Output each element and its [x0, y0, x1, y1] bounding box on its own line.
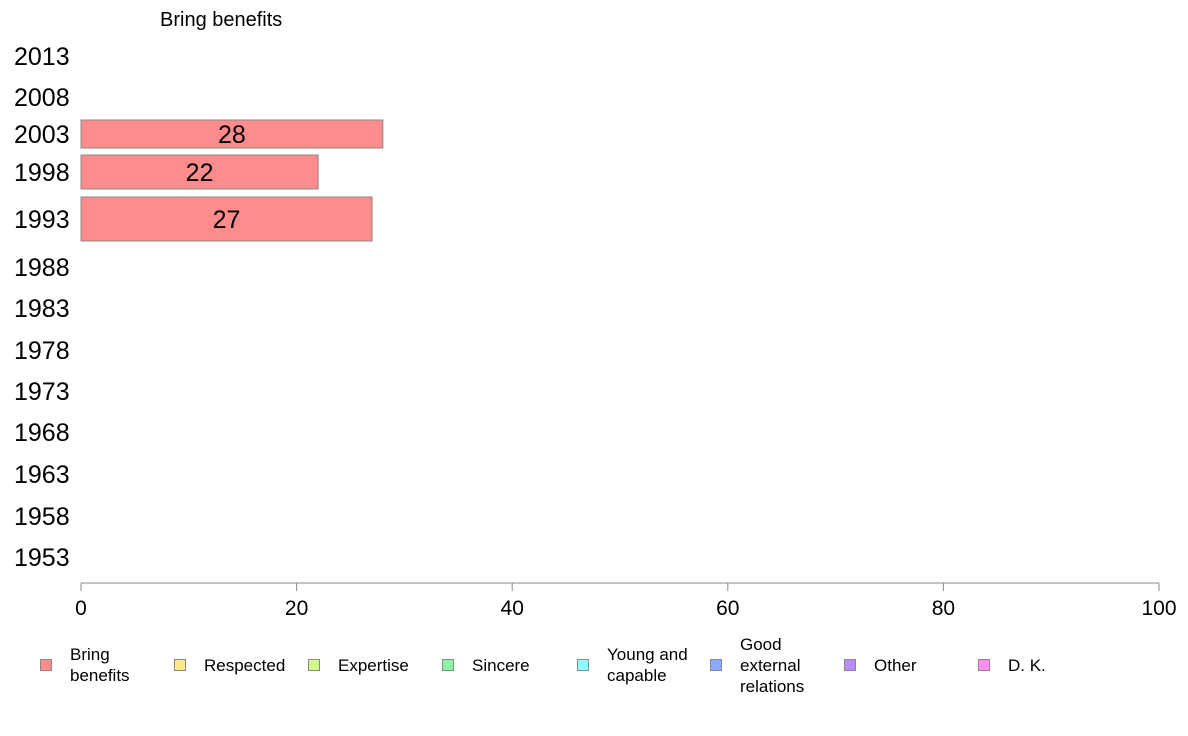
- y-tick-label: 1968: [14, 419, 70, 447]
- legend-swatch: [710, 659, 722, 671]
- legend-swatch: [40, 659, 52, 671]
- legend-label: Respected: [204, 655, 286, 675]
- legend-item: Sincere: [442, 630, 530, 700]
- y-tick-label: 2013: [14, 43, 70, 71]
- legend-label: Other: [874, 655, 917, 675]
- bar-data-label: 27: [213, 206, 241, 234]
- x-tick-label: 40: [501, 597, 524, 620]
- y-tick-label: 2008: [14, 84, 70, 112]
- legend-swatch: [577, 659, 589, 671]
- legend-label: Good external relations: [740, 634, 805, 696]
- legend: Bring benefits Respected Expertise Sincere Y…: [0, 630, 1188, 710]
- x-tick-label: 0: [75, 597, 87, 620]
- bar: [80, 119, 384, 149]
- x-tick-label: 20: [285, 597, 308, 620]
- legend-item: Young and capable: [577, 630, 688, 700]
- legend-label: Expertise: [338, 655, 409, 675]
- y-tick-label: 1993: [14, 206, 70, 234]
- bar-data-label: 28: [218, 121, 246, 149]
- legend-label: Sincere: [472, 655, 530, 675]
- y-tick-label: 1953: [14, 544, 70, 572]
- y-tick-label: 1958: [14, 503, 70, 531]
- legend-item: D. K.: [978, 630, 1046, 700]
- legend-swatch: [844, 659, 856, 671]
- legend-item: Good external relations: [710, 630, 804, 700]
- legend-label: Young and capable: [607, 645, 688, 685]
- legend-swatch: [308, 659, 320, 671]
- bar-chart: Bring benefits 2013 2008 2003 1998 1993 1988 1…: [14, 9, 1177, 620]
- bar-data-label: 22: [186, 159, 214, 187]
- bar: [80, 196, 373, 242]
- legend-item: Other: [844, 630, 917, 700]
- bar: [80, 154, 319, 190]
- y-tick-label: 1973: [14, 378, 70, 406]
- chart-title: Bring benefits: [160, 9, 282, 31]
- legend-item: Expertise: [308, 630, 409, 700]
- y-tick-label: 1978: [14, 337, 70, 365]
- x-tick-label: 80: [932, 597, 955, 620]
- x-tick-label: 60: [716, 597, 739, 620]
- legend-item: Respected: [174, 630, 285, 700]
- legend-swatch: [442, 659, 454, 671]
- y-tick-label: 1988: [14, 254, 70, 282]
- y-tick-label: 1998: [14, 159, 70, 187]
- legend-label: D. K.: [1008, 655, 1046, 675]
- legend-swatch: [174, 659, 186, 671]
- y-tick-label: 1983: [14, 295, 70, 323]
- x-tick-label: 100: [1141, 597, 1176, 620]
- y-tick-label: 2003: [14, 121, 70, 149]
- legend-swatch: [978, 659, 990, 671]
- legend-label: Bring benefits: [70, 645, 130, 685]
- legend-item: Bring benefits: [40, 630, 130, 700]
- y-tick-label: 1963: [14, 461, 70, 489]
